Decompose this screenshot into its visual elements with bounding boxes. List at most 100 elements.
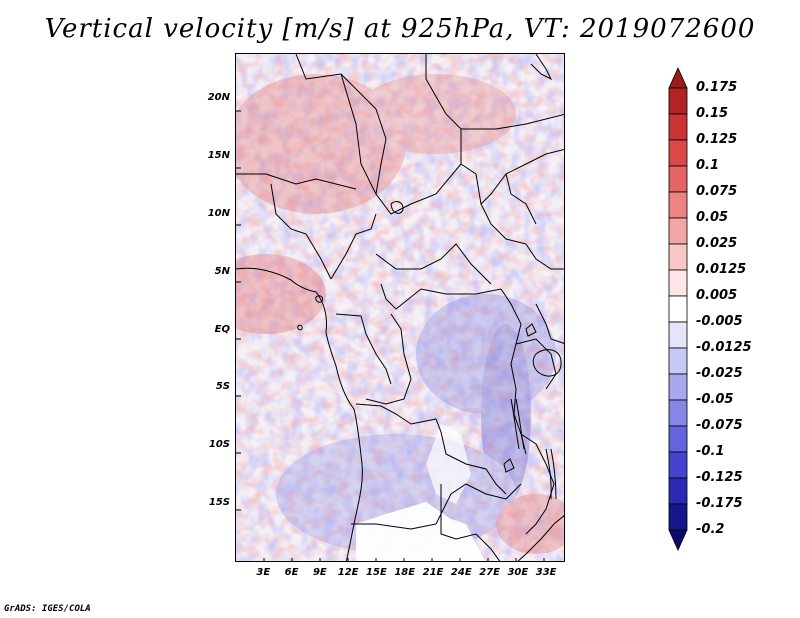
border-east-coast bbox=[517, 515, 564, 561]
lat-tick-label: 10N bbox=[207, 207, 230, 219]
colorbar-tick-label: 0.005 bbox=[696, 288, 738, 303]
lake-malawi bbox=[545, 448, 557, 500]
masked-area-kalahari bbox=[426, 424, 471, 504]
lake-chad bbox=[390, 201, 404, 214]
colorbar-tick-label: -0.025 bbox=[696, 366, 743, 381]
tint-gulf-red bbox=[236, 254, 326, 334]
border-tanzania-kenya bbox=[535, 303, 564, 344]
border-zambia-south bbox=[435, 483, 522, 525]
colorbar-bin bbox=[668, 399, 688, 427]
colorbar-tick-label: -0.005 bbox=[696, 314, 743, 329]
colorbar-tick-label: -0.175 bbox=[696, 496, 743, 511]
lon-tick-label: 27E bbox=[479, 567, 500, 578]
colorbar-tick-label: 0.125 bbox=[696, 132, 738, 147]
lat-tick-label: 5S bbox=[215, 381, 230, 393]
map-panel bbox=[235, 53, 565, 562]
island-bioko bbox=[315, 295, 323, 303]
border-namibia bbox=[351, 523, 437, 530]
lake-tanganyika bbox=[510, 398, 525, 450]
colorbar-bin bbox=[668, 477, 688, 505]
colorbar-bin bbox=[668, 191, 688, 219]
border-angola-north bbox=[355, 403, 442, 433]
colorbar-top-extension bbox=[668, 67, 688, 89]
border-botswana bbox=[440, 484, 501, 561]
colorbar-tick-label: 0.0125 bbox=[696, 262, 747, 277]
colorbar-bin bbox=[668, 269, 688, 297]
tint-east-red bbox=[496, 494, 564, 554]
border-egypt bbox=[425, 54, 462, 164]
border-nigeria bbox=[270, 183, 332, 280]
lon-tick-label: 30E bbox=[507, 567, 529, 578]
masked-area-south bbox=[356, 502, 485, 561]
lon-tick-label: 6E bbox=[284, 567, 299, 578]
island-sao-tome bbox=[297, 324, 303, 331]
lon-tick-label: 3E bbox=[256, 567, 271, 578]
border-mozambique bbox=[520, 433, 555, 535]
credit-text: GrADS: IGES/COLA bbox=[4, 604, 91, 614]
field-red-texture bbox=[236, 54, 564, 561]
coast-red-sea bbox=[530, 54, 553, 81]
border-chad-sudan bbox=[375, 138, 462, 215]
lon-tick-label: 18E bbox=[394, 567, 416, 578]
lat-tick-label: EQ bbox=[214, 323, 230, 335]
colorbar-tick-label: 0.175 bbox=[696, 80, 738, 95]
tint-rift-blue bbox=[481, 324, 531, 504]
lon-tick-label: 12E bbox=[337, 567, 359, 578]
colorbar-bin bbox=[668, 217, 688, 245]
border-niger-chad bbox=[340, 73, 377, 195]
lon-tick-label: 24E bbox=[450, 567, 472, 578]
colorbar-tick-label: -0.125 bbox=[696, 470, 743, 485]
border-drc-west bbox=[365, 313, 412, 405]
colorbar-tick-label: -0.05 bbox=[696, 392, 734, 407]
colorbar-tick-label: -0.1 bbox=[696, 444, 725, 459]
border-ethiopia bbox=[525, 243, 564, 270]
lat-tick-label: 5N bbox=[214, 265, 230, 277]
colorbar-tick-label: -0.0125 bbox=[696, 340, 752, 355]
colorbar-tick-label: 0.15 bbox=[696, 106, 729, 121]
border-cameroon bbox=[330, 213, 377, 280]
lake-mweru bbox=[503, 458, 515, 473]
border-uganda bbox=[515, 338, 557, 390]
coastline-gulf-of-guinea bbox=[236, 267, 363, 561]
colorbar-bin bbox=[668, 139, 688, 167]
colorbar-bin bbox=[668, 295, 688, 323]
colorbar-bin bbox=[668, 243, 688, 271]
colorbar-bin bbox=[668, 321, 688, 349]
colorbar-tick-label: 0.1 bbox=[696, 158, 720, 173]
border-car bbox=[375, 243, 492, 285]
tint-north-red bbox=[356, 74, 516, 154]
colorbar-tick-label: 0.025 bbox=[696, 236, 738, 251]
lat-tick-label: 20N bbox=[207, 92, 230, 104]
border-car-south bbox=[380, 283, 502, 310]
colorbar-bin bbox=[668, 425, 688, 453]
border-angola-zambia bbox=[440, 431, 507, 495]
colorbar-bin bbox=[668, 347, 688, 375]
colorbar-bin bbox=[668, 373, 688, 401]
colorbar-bin bbox=[668, 503, 688, 531]
lat-tick-label: 15S bbox=[208, 497, 230, 509]
lon-tick-label: 33E bbox=[535, 567, 557, 578]
lon-tick-label: 9E bbox=[312, 567, 327, 578]
colorbar-tick-label: -0.2 bbox=[696, 522, 725, 537]
lake-kyoga bbox=[525, 323, 537, 337]
colorbar-tick-label: 0.075 bbox=[696, 184, 738, 199]
colorbar-tick-label: 0.05 bbox=[696, 210, 729, 225]
colorbar-bin bbox=[668, 165, 688, 193]
vertical-velocity-field bbox=[236, 54, 564, 561]
tint-sahel-red bbox=[236, 74, 406, 214]
border-south-sudan bbox=[460, 163, 527, 245]
border-gabon-congo bbox=[335, 313, 392, 385]
lat-tick-label: 15N bbox=[207, 150, 230, 162]
border-egypt-sudan bbox=[461, 113, 564, 130]
border-sahara-west bbox=[236, 173, 357, 190]
colorbar-bottom-extension bbox=[668, 529, 688, 551]
colorbar-tick-label: -0.075 bbox=[696, 418, 743, 433]
lake-victoria bbox=[532, 349, 562, 377]
colorbar-bin bbox=[668, 87, 688, 115]
lon-tick-label: 21E bbox=[422, 567, 444, 578]
colorbar-bin bbox=[668, 451, 688, 479]
border-sudan-ethiopia bbox=[480, 148, 564, 205]
page-title: Vertical velocity [m/s] at 925hPa, VT: 2… bbox=[44, 14, 756, 44]
lat-tick-label: 10S bbox=[208, 439, 230, 451]
